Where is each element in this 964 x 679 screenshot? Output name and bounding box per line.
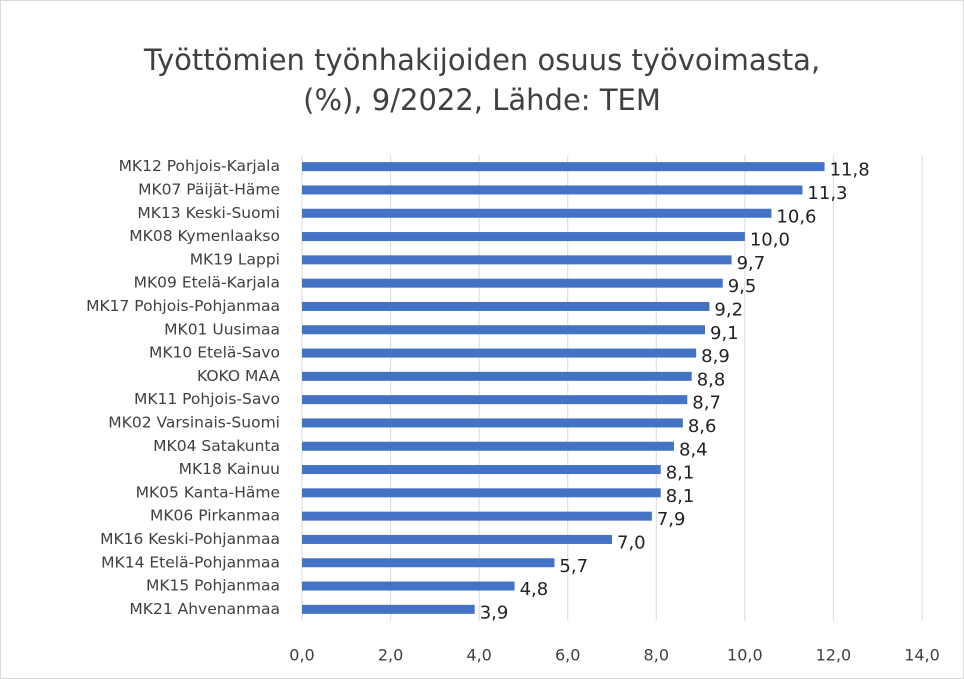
- value-label: 8,7: [692, 393, 721, 414]
- value-label: 9,1: [710, 323, 739, 344]
- y-tick-label: MK05 Kanta-Häme: [136, 483, 280, 501]
- y-tick-label: MK12 Pohjois-Karjala: [119, 157, 280, 175]
- value-label: 11,3: [807, 183, 847, 204]
- x-tick-label: 12,0: [816, 646, 852, 665]
- chart-title: Työttömien työnhakijoiden osuus työvoima…: [143, 43, 820, 77]
- x-tick-label: 8,0: [644, 646, 669, 665]
- y-tick-label: MK11 Pohjois-Savo: [134, 390, 280, 408]
- y-tick-label: MK14 Etelä-Pohjanmaa: [101, 553, 280, 571]
- bar: [302, 581, 515, 591]
- bar: [302, 162, 825, 172]
- value-label: 9,2: [714, 299, 743, 320]
- y-tick-label: MK06 Pirkanmaa: [150, 507, 280, 525]
- bar: [302, 232, 745, 242]
- y-tick-label: MK09 Etelä-Karjala: [134, 274, 280, 292]
- value-label: 8,8: [697, 369, 726, 390]
- value-label: 8,1: [666, 463, 695, 484]
- value-label: 10,0: [750, 230, 790, 251]
- value-label: 10,6: [776, 206, 816, 227]
- bar: [302, 255, 732, 265]
- bar: [302, 301, 710, 311]
- value-label: 8,1: [666, 486, 695, 507]
- value-label: 5,7: [559, 556, 588, 577]
- y-tick-label: MK01 Uusimaa: [164, 320, 280, 338]
- value-label: 8,4: [679, 439, 708, 460]
- bar: [302, 348, 697, 358]
- y-tick-label: MK10 Etelä-Savo: [149, 344, 280, 362]
- y-tick-label: MK16 Keski-Pohjanmaa: [100, 530, 280, 548]
- value-label: 8,6: [688, 416, 717, 437]
- y-tick-label: MK19 Lappi: [190, 250, 280, 268]
- value-label: 7,9: [657, 509, 686, 530]
- bar: [302, 371, 692, 381]
- value-label: 9,7: [737, 253, 766, 274]
- x-tick-label: 14,0: [904, 646, 940, 665]
- bar: [302, 278, 723, 288]
- y-tick-label: MK18 Kainuu: [179, 460, 280, 478]
- bar: [302, 488, 661, 498]
- bar: [302, 604, 475, 614]
- bar: [302, 534, 612, 544]
- bar: [302, 441, 674, 451]
- bar: [302, 208, 772, 218]
- value-label: 7,0: [617, 532, 646, 553]
- y-tick-label: MK02 Varsinais-Suomi: [108, 413, 280, 431]
- value-label: 4,8: [520, 579, 549, 600]
- bar: [302, 418, 683, 428]
- y-tick-label: MK07 Päijät-Häme: [138, 180, 280, 198]
- bar: [302, 185, 803, 195]
- value-label: 3,9: [480, 602, 509, 623]
- value-label: 11,8: [830, 160, 870, 181]
- y-tick-label: KOKO MAA: [197, 367, 280, 385]
- bar: [302, 325, 705, 335]
- x-tick-label: 6,0: [555, 646, 580, 665]
- y-tick-label: MK04 Satakunta: [153, 437, 280, 455]
- y-tick-label: MK13 Keski-Suomi: [137, 204, 280, 222]
- y-tick-label: MK17 Pohjois-Pohjanmaa: [86, 297, 280, 315]
- bar: [302, 465, 661, 475]
- bar: [302, 558, 555, 568]
- value-label: 8,9: [701, 346, 730, 367]
- bar: [302, 511, 652, 521]
- x-tick-label: 0,0: [289, 646, 314, 665]
- x-tick-label: 10,0: [727, 646, 763, 665]
- chart-title: (%), 9/2022, Lähde: TEM: [303, 83, 661, 117]
- y-tick-label: MK21 Ahvenanmaa: [129, 600, 280, 618]
- y-tick-label: MK08 Kymenlaakso: [129, 227, 280, 245]
- value-label: 9,5: [728, 276, 757, 297]
- x-tick-label: 2,0: [378, 646, 403, 665]
- y-tick-label: MK15 Pohjanmaa: [146, 577, 280, 595]
- bar: [302, 395, 688, 405]
- x-tick-label: 4,0: [466, 646, 491, 665]
